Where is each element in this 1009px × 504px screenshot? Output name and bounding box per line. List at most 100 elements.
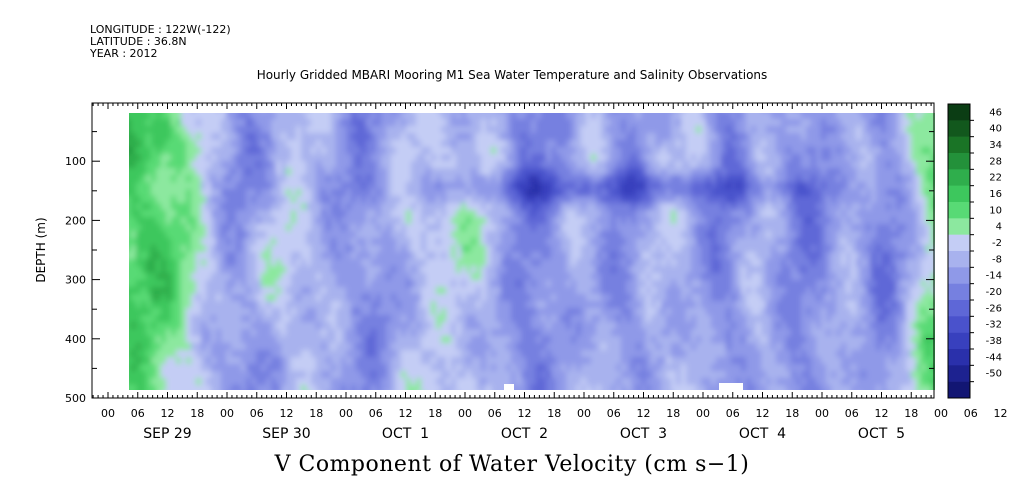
field-cell bbox=[561, 308, 567, 316]
field-cell bbox=[236, 301, 242, 309]
field-cell bbox=[346, 119, 352, 127]
field-cell bbox=[541, 385, 547, 390]
field-cell bbox=[446, 182, 452, 190]
field-cell bbox=[166, 231, 172, 239]
field-cell bbox=[601, 224, 607, 232]
field-cell bbox=[191, 287, 197, 295]
field-cell bbox=[226, 308, 232, 316]
field-cell bbox=[361, 294, 367, 302]
field-cell bbox=[436, 329, 442, 337]
field-cell bbox=[226, 210, 232, 218]
field-cell bbox=[181, 147, 187, 155]
field-cell bbox=[706, 126, 712, 134]
field-cell bbox=[156, 259, 162, 267]
field-cell bbox=[421, 273, 427, 281]
field-cell bbox=[621, 231, 627, 239]
field-cell bbox=[586, 357, 592, 365]
field-cell bbox=[621, 273, 627, 281]
field-cell bbox=[681, 308, 687, 316]
field-cell bbox=[321, 385, 327, 390]
field-cell bbox=[171, 168, 177, 176]
field-cell bbox=[676, 315, 682, 323]
field-cell bbox=[356, 245, 362, 253]
field-cell bbox=[491, 147, 497, 155]
field-cell bbox=[516, 266, 522, 274]
field-cell bbox=[386, 231, 392, 239]
field-cell bbox=[571, 182, 577, 190]
field-cell bbox=[596, 252, 602, 260]
field-cell bbox=[181, 329, 187, 337]
field-cell bbox=[571, 280, 577, 288]
field-cell bbox=[511, 343, 517, 351]
field-cell bbox=[376, 266, 382, 274]
field-cell bbox=[561, 168, 567, 176]
field-cell bbox=[271, 287, 277, 295]
field-cell bbox=[461, 210, 467, 218]
field-cell bbox=[446, 385, 452, 390]
field-cell bbox=[591, 280, 597, 288]
field-cell bbox=[291, 168, 297, 176]
field-cell bbox=[201, 329, 207, 337]
field-cell bbox=[281, 140, 287, 148]
field-cell bbox=[576, 294, 582, 302]
field-cell bbox=[431, 280, 437, 288]
field-cell bbox=[471, 203, 477, 211]
field-cell bbox=[651, 203, 657, 211]
field-cell bbox=[411, 273, 417, 281]
field-cell bbox=[661, 175, 667, 183]
field-cell bbox=[236, 371, 242, 379]
field-cell bbox=[691, 154, 697, 162]
field-cell bbox=[581, 287, 587, 295]
field-cell bbox=[291, 224, 297, 232]
field-cell bbox=[261, 308, 267, 316]
field-cell bbox=[261, 245, 267, 253]
field-cell bbox=[401, 140, 407, 148]
field-cell bbox=[261, 168, 267, 176]
field-cell bbox=[706, 266, 712, 274]
field-cell bbox=[436, 343, 442, 351]
field-cell bbox=[471, 329, 477, 337]
field-cell bbox=[206, 343, 212, 351]
field-cell bbox=[376, 280, 382, 288]
field-cell bbox=[491, 343, 497, 351]
field-cell bbox=[626, 364, 632, 372]
field-cell bbox=[146, 113, 152, 120]
field-cell bbox=[526, 343, 532, 351]
field-cell bbox=[546, 371, 552, 379]
field-cell bbox=[306, 294, 312, 302]
field-cell bbox=[626, 336, 632, 344]
field-cell bbox=[501, 182, 507, 190]
field-cell bbox=[206, 224, 212, 232]
field-cell bbox=[346, 322, 352, 330]
field-cell bbox=[136, 147, 142, 155]
field-cell bbox=[276, 273, 282, 281]
field-cell bbox=[431, 266, 437, 274]
field-cell bbox=[211, 126, 217, 134]
field-cell bbox=[296, 224, 302, 232]
field-cell bbox=[696, 287, 702, 295]
field-cell bbox=[196, 231, 202, 239]
field-cell bbox=[296, 245, 302, 253]
field-cell bbox=[651, 119, 657, 127]
field-cell bbox=[376, 147, 382, 155]
field-cell bbox=[251, 203, 257, 211]
field-cell bbox=[161, 322, 167, 330]
field-cell bbox=[686, 294, 692, 302]
field-cell bbox=[686, 259, 692, 267]
field-cell bbox=[516, 133, 522, 141]
field-cell bbox=[501, 273, 507, 281]
field-cell bbox=[216, 147, 222, 155]
field-cell bbox=[591, 133, 597, 141]
field-cell bbox=[566, 231, 572, 239]
field-cell bbox=[271, 357, 277, 365]
field-cell bbox=[566, 126, 572, 134]
field-cell bbox=[456, 210, 462, 218]
field-cell bbox=[276, 259, 282, 267]
field-cell bbox=[711, 308, 717, 316]
field-cell bbox=[271, 364, 277, 372]
field-cell bbox=[291, 210, 297, 218]
field-cell bbox=[556, 301, 562, 309]
field-cell bbox=[581, 266, 587, 274]
field-cell bbox=[346, 280, 352, 288]
field-cell bbox=[531, 154, 537, 162]
